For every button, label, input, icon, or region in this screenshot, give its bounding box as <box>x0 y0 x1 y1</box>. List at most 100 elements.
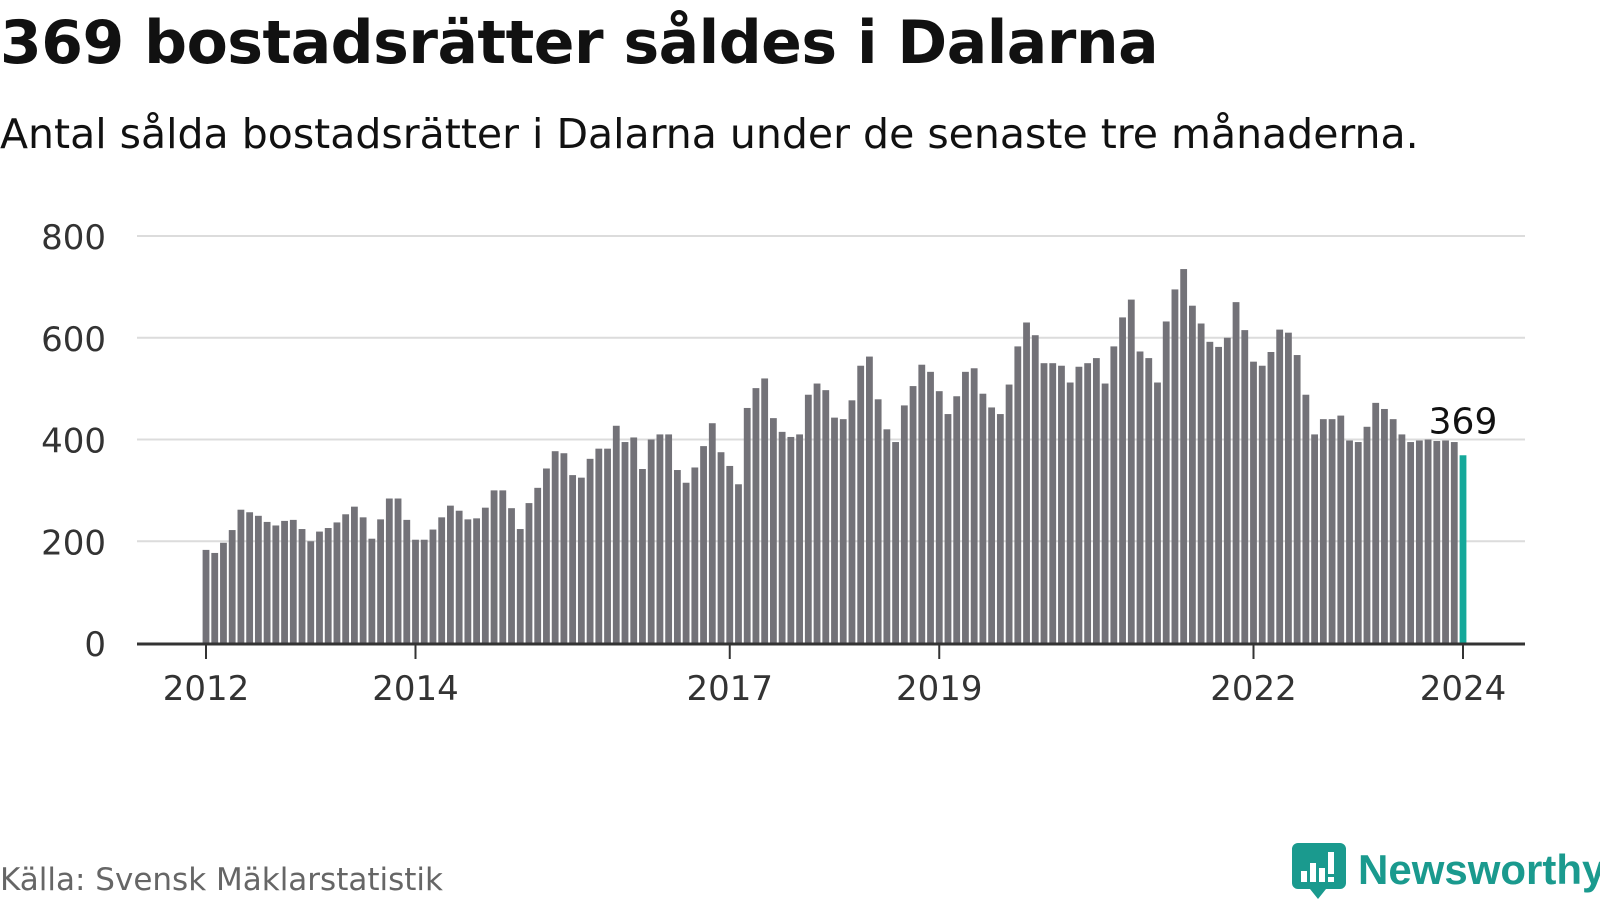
bar <box>1398 434 1406 643</box>
bar <box>857 365 865 643</box>
bar <box>1346 440 1353 643</box>
bar <box>560 453 568 643</box>
bar-highlight <box>1459 455 1467 643</box>
bar <box>368 538 376 643</box>
bar <box>316 531 323 643</box>
bar <box>307 541 315 643</box>
bar <box>1127 299 1135 643</box>
bar <box>1092 358 1100 643</box>
bar <box>551 451 559 643</box>
bar <box>962 371 969 643</box>
bar <box>813 383 821 643</box>
bar <box>979 393 987 643</box>
bar <box>735 484 742 643</box>
bar <box>1180 269 1188 643</box>
bars <box>202 269 1467 643</box>
x-tick-label-2022: 2022 <box>1210 669 1297 709</box>
bar <box>708 423 716 643</box>
bar <box>412 539 419 643</box>
bar <box>639 469 646 643</box>
bar <box>1197 323 1205 643</box>
bar <box>1119 317 1126 643</box>
bar <box>839 419 847 643</box>
bar <box>263 521 271 643</box>
bar <box>1058 365 1065 643</box>
y-tick-label-400: 400 <box>41 422 106 462</box>
bar <box>1442 440 1449 643</box>
bar <box>342 514 350 643</box>
bar <box>743 407 751 643</box>
bar <box>1162 321 1170 643</box>
bar <box>935 391 943 643</box>
bar <box>1302 394 1310 643</box>
bar <box>455 510 463 643</box>
bar <box>211 552 219 643</box>
bar <box>866 356 873 643</box>
bar <box>1285 332 1292 643</box>
bar <box>1171 289 1179 643</box>
bar <box>1223 337 1231 643</box>
bar <box>1433 441 1441 643</box>
y-tick-label-0: 0 <box>84 625 106 665</box>
brand-name: Newsworthy <box>1358 846 1600 893</box>
bar <box>909 386 917 643</box>
bar <box>272 525 280 643</box>
bar <box>1311 434 1319 643</box>
bar <box>499 490 507 643</box>
bar-chart-speech-bubble-icon <box>1292 843 1346 899</box>
bar <box>359 517 367 643</box>
bar <box>1250 361 1257 643</box>
bar <box>1450 442 1458 643</box>
bar <box>1154 382 1161 643</box>
bar <box>490 490 498 643</box>
bar <box>656 434 664 643</box>
bar <box>516 529 524 643</box>
highlight-value-label: 369 <box>1429 401 1498 442</box>
bar <box>508 508 515 643</box>
x-tick-label-2024: 2024 <box>1420 669 1507 709</box>
bar <box>254 515 262 643</box>
bar <box>726 465 734 643</box>
bar <box>420 539 428 643</box>
bar <box>604 448 611 643</box>
bar <box>691 467 699 643</box>
bar <box>1241 330 1249 643</box>
bar-chart: 0 200 400 600 800 2012 2014 2017 2019 2022 2024 3… <box>41 218 1525 709</box>
bar <box>621 442 629 643</box>
bar <box>1188 305 1196 643</box>
bar <box>612 425 620 643</box>
bar <box>534 487 542 643</box>
bar <box>464 519 472 643</box>
x-tick-label-2017: 2017 <box>686 669 773 709</box>
gridlines <box>137 235 1525 543</box>
bar <box>438 517 446 643</box>
bar <box>385 498 393 643</box>
bar <box>874 399 882 643</box>
bar <box>647 439 655 643</box>
bar <box>1293 355 1301 643</box>
bar <box>1206 341 1214 643</box>
bar <box>769 418 777 643</box>
bar <box>918 364 926 643</box>
source-note: Källa: Svensk Mäklarstatistik <box>0 862 443 898</box>
x-tick-label-2014: 2014 <box>372 669 459 709</box>
bar <box>220 542 227 643</box>
bar <box>577 477 585 643</box>
bar <box>665 434 673 643</box>
bar <box>1136 351 1144 643</box>
bar <box>752 388 760 643</box>
bar <box>350 506 358 643</box>
bar <box>1049 363 1057 643</box>
y-axis-tick-labels: 0 200 400 600 800 <box>41 218 106 665</box>
bar <box>1415 440 1423 643</box>
bar <box>944 414 952 643</box>
bar <box>377 519 384 643</box>
bar <box>1145 358 1153 643</box>
bar <box>543 468 550 643</box>
bar <box>569 475 577 643</box>
bar <box>1110 346 1118 643</box>
y-tick-label-600: 600 <box>41 320 106 360</box>
bar <box>403 519 411 643</box>
bar <box>761 378 769 643</box>
bar <box>1363 426 1371 643</box>
